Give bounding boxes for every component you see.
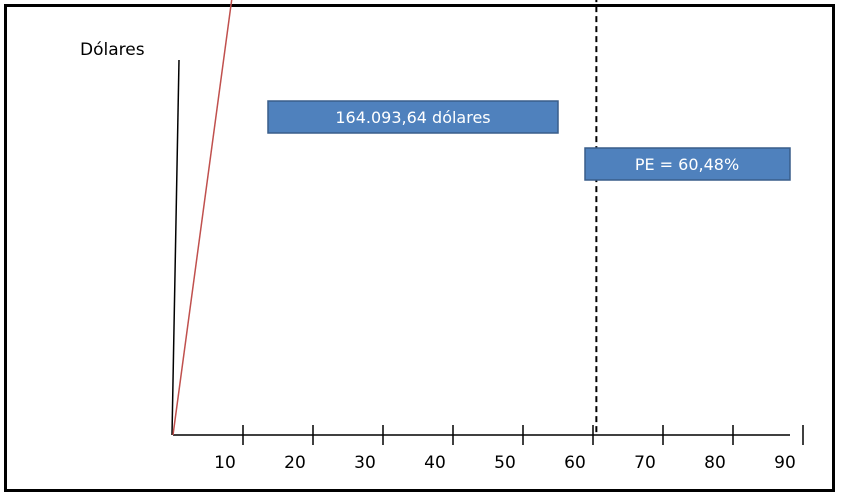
sales-annotation: 164.093,64 dólares [267,100,559,134]
x-tick-label: 50 [494,453,516,473]
series-group [172,0,233,436]
sales-annotation-box [267,100,559,134]
x-tick-label: 30 [354,453,376,473]
x-tick-label: 40 [424,453,446,473]
x-tick-label: 10 [214,453,236,473]
axes [171,59,790,436]
x-ticks: 10 20 30 40 50 60 70 80 90 [214,425,804,473]
y-axis [171,59,180,436]
x-tick-label: 70 [634,453,656,473]
x-tick-label: 60 [564,453,586,473]
pe-annotation-text: PE = 60,48% [635,155,739,174]
series-line-2 [172,0,233,436]
breakeven-guides [595,0,598,435]
pe-annotation: PE = 60,48% [584,147,791,181]
x-tick-label: 20 [284,453,306,473]
y-axis-title: Dólares [80,40,145,60]
chart-frame [4,4,835,492]
x-tick-label: 90 [774,453,796,473]
sales-annotation-text: 164.093,64 dólares [335,108,490,127]
pe-annotation-box [584,147,791,181]
x-tick-label: 80 [704,453,726,473]
